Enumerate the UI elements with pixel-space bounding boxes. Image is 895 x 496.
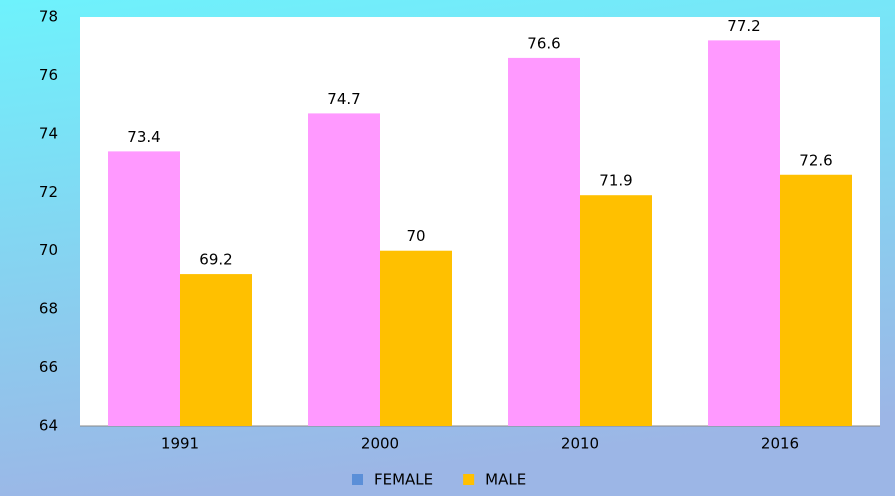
x-tick-label: 2010 <box>561 435 599 453</box>
y-tick-label: 74 <box>39 124 58 142</box>
legend-label: FEMALE <box>374 471 433 489</box>
legend-swatch <box>352 474 363 485</box>
data-label: 74.7 <box>327 90 360 108</box>
bar <box>108 151 180 426</box>
y-tick-label: 72 <box>39 183 58 201</box>
bar <box>708 40 780 426</box>
x-tick-label: 2000 <box>361 435 399 453</box>
y-tick-label: 66 <box>39 358 58 376</box>
y-tick-label: 70 <box>39 241 58 259</box>
y-tick-label: 68 <box>39 300 58 318</box>
bar <box>780 174 852 426</box>
x-tick-label: 2016 <box>761 435 799 453</box>
data-label: 70 <box>406 227 425 245</box>
legend-label: MALE <box>485 471 526 489</box>
bar <box>508 57 580 427</box>
y-tick-label: 78 <box>39 8 58 26</box>
bar <box>308 113 380 427</box>
data-label: 77.2 <box>727 17 760 35</box>
x-tick-label: 1991 <box>161 435 199 453</box>
data-label: 72.6 <box>799 151 832 169</box>
data-label: 69.2 <box>199 251 232 269</box>
y-tick-label: 76 <box>39 66 58 84</box>
bar <box>580 195 652 426</box>
data-label: 71.9 <box>599 172 632 190</box>
bar <box>380 250 452 426</box>
legend-swatch <box>463 474 475 485</box>
bar <box>180 274 252 426</box>
y-tick-label: 64 <box>39 417 58 435</box>
data-label: 73.4 <box>127 128 160 146</box>
data-label: 76.6 <box>527 34 560 52</box>
